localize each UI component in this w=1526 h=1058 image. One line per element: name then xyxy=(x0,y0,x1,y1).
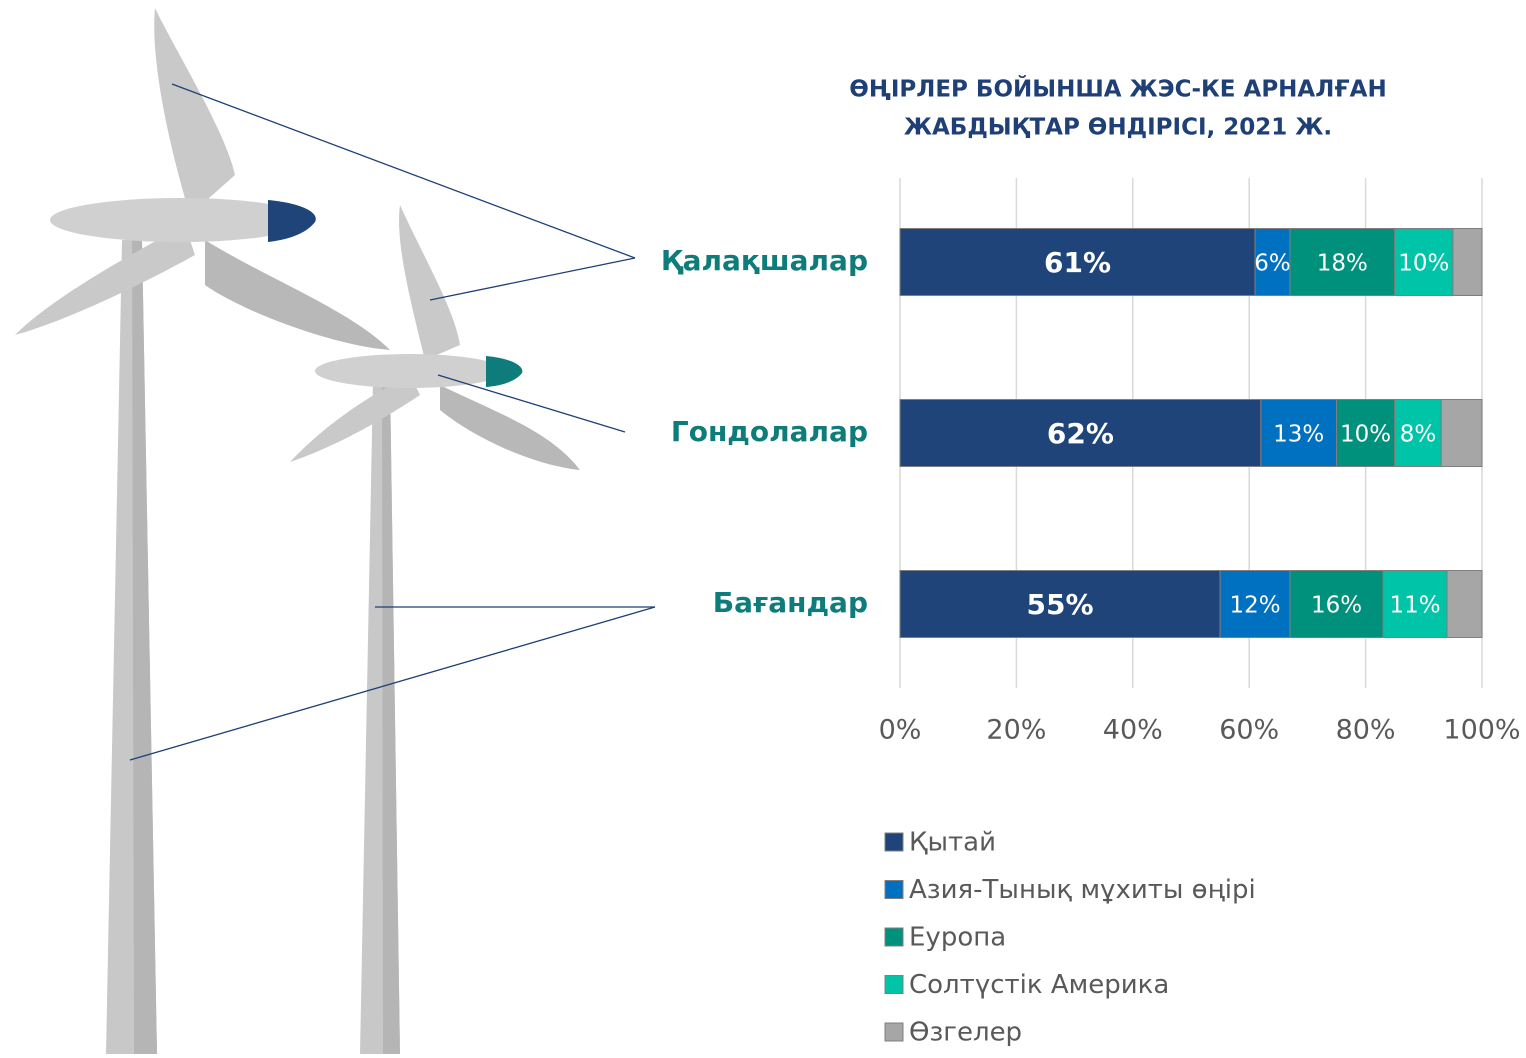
data-label: 10% xyxy=(1340,422,1391,448)
leader-line xyxy=(430,258,635,300)
bar-segment xyxy=(1447,571,1482,638)
nacelle xyxy=(315,354,505,388)
tower-shade xyxy=(132,240,157,1054)
legend-label: Еуропа xyxy=(909,923,1006,953)
legend-swatch xyxy=(885,833,903,851)
data-label: 12% xyxy=(1229,593,1280,619)
page: ӨҢІРЛЕР БОЙЫНША ЖЭС-КЕ АРНАЛҒАН ЖАБДЫҚТА… xyxy=(0,0,1526,1054)
data-label: 8% xyxy=(1400,422,1437,448)
blade xyxy=(399,205,460,360)
data-label: 10% xyxy=(1398,251,1449,277)
turbines xyxy=(15,8,655,1054)
chart-title: ЖАБДЫҚТАР ӨНДІРІСІ, 2021 Ж. xyxy=(904,115,1332,141)
data-label: 55% xyxy=(1027,588,1094,621)
blade xyxy=(205,240,390,350)
legend-label: Өзгелер xyxy=(909,1018,1022,1048)
x-tick-label: 100% xyxy=(1443,715,1520,746)
legend-swatch xyxy=(885,928,903,946)
data-label: 13% xyxy=(1273,422,1324,448)
x-tick-label: 60% xyxy=(1219,715,1279,746)
bar-segment xyxy=(1453,229,1482,296)
blade xyxy=(154,8,235,215)
x-tick-label: 80% xyxy=(1336,715,1396,746)
data-label: 18% xyxy=(1317,251,1368,277)
legend-swatch xyxy=(885,1023,903,1041)
category-label: Гондолалар xyxy=(671,415,868,448)
chart: ӨҢІРЛЕР БОЙЫНША ЖЭС-КЕ АРНАЛҒАН ЖАБДЫҚТА… xyxy=(0,0,1526,1054)
legend-label: Азия-Тынық мұхиты өңірі xyxy=(909,875,1256,905)
blade xyxy=(440,385,580,470)
category-label: Қалақшалар xyxy=(661,244,868,277)
hub xyxy=(268,200,316,242)
legend-label: Солтүстік Америка xyxy=(909,970,1169,1000)
tower-shade xyxy=(382,380,400,1054)
chart-title: ӨҢІРЛЕР БОЙЫНША ЖЭС-КЕ АРНАЛҒАН xyxy=(849,75,1386,103)
hub xyxy=(486,356,522,387)
data-label: 62% xyxy=(1047,417,1114,450)
legend-label: Қытай xyxy=(909,828,996,858)
category-label: Бағандар xyxy=(713,586,868,619)
x-tick-label: 0% xyxy=(879,715,922,746)
data-label: 61% xyxy=(1044,246,1111,279)
data-label: 11% xyxy=(1390,593,1441,619)
bar-segment xyxy=(1441,400,1482,467)
x-tick-label: 40% xyxy=(1103,715,1163,746)
data-label: 16% xyxy=(1311,593,1362,619)
legend-swatch xyxy=(885,881,903,899)
legend-swatch xyxy=(885,976,903,994)
data-label: 6% xyxy=(1254,251,1291,277)
x-tick-label: 20% xyxy=(986,715,1046,746)
blade xyxy=(290,375,420,462)
